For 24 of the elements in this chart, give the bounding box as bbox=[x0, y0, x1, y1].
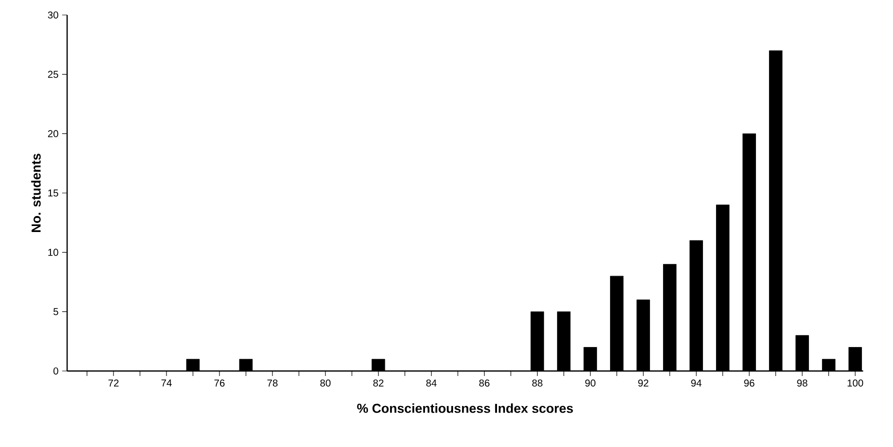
x-tick-label: 94 bbox=[691, 380, 702, 387]
x-tick-label: 72 bbox=[108, 380, 119, 386]
y-tick-label: 10 bbox=[48, 248, 58, 256]
x-tick-label: 80 bbox=[320, 380, 331, 387]
y-tick-label: 15 bbox=[48, 190, 58, 196]
y-axis-title: No. students bbox=[31, 154, 41, 232]
x-tick-label: 100 bbox=[848, 380, 864, 387]
y-tick-label: 0 bbox=[53, 367, 58, 375]
y-tick-label: 20 bbox=[48, 130, 58, 138]
x-tick-label: 76 bbox=[214, 380, 225, 387]
x-tick-label: 74 bbox=[161, 380, 172, 386]
y-tick-label: 5 bbox=[53, 308, 58, 316]
x-tick-label: 78 bbox=[267, 380, 278, 387]
x-tick-label: 88 bbox=[532, 380, 542, 387]
y-tick-label: 25 bbox=[48, 70, 58, 78]
x-tick-label: 98 bbox=[797, 380, 808, 387]
x-tick-label: 84 bbox=[426, 380, 437, 387]
x-tick-label: 82 bbox=[373, 380, 384, 387]
x-tick-label: 92 bbox=[638, 380, 648, 387]
y-tick-label: 30 bbox=[48, 11, 58, 19]
x-tick-label: 90 bbox=[585, 380, 596, 387]
x-axis-title: % Conscientiousness Index scores bbox=[357, 403, 573, 413]
x-tick-label: 96 bbox=[744, 380, 754, 387]
x-tick-label: 86 bbox=[479, 380, 490, 387]
